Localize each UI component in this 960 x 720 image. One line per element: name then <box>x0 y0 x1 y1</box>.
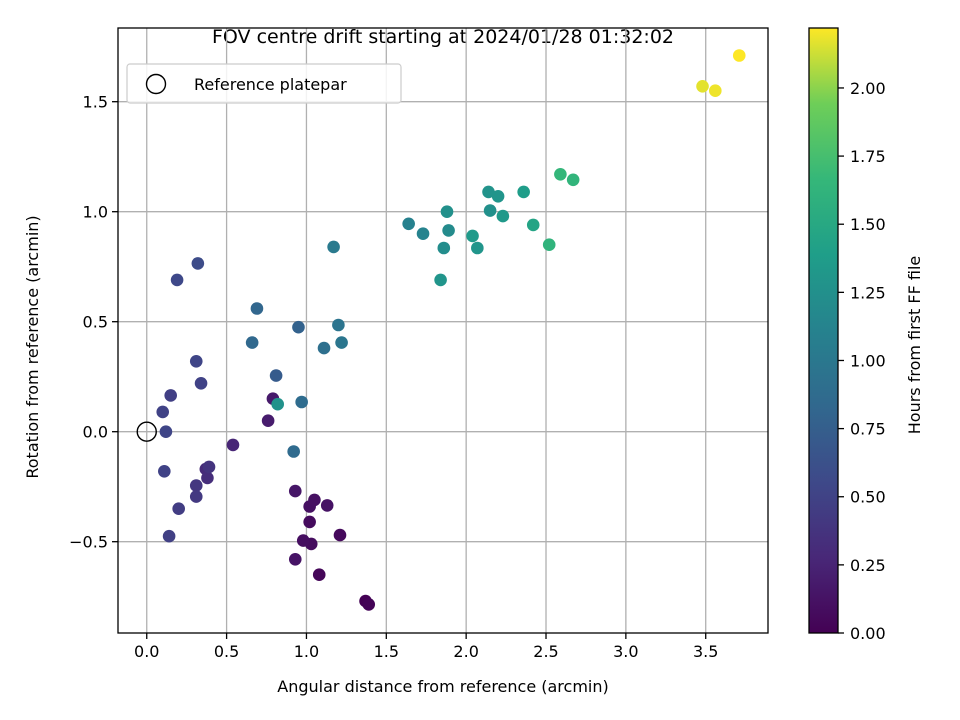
scatter-point <box>491 190 505 203</box>
scatter-point <box>332 318 345 332</box>
scatter-point <box>317 341 331 355</box>
scatter-point <box>554 168 567 181</box>
scatter-point <box>466 229 479 243</box>
scatter-point <box>442 224 455 237</box>
grid <box>118 28 768 633</box>
y-axis-label: Rotation from reference (arcmin) <box>23 215 42 478</box>
scatter-point <box>732 49 746 62</box>
y-tick-label: −0.5 <box>69 533 108 552</box>
scatter-point <box>201 471 214 485</box>
x-tick-label: 2.0 <box>453 642 478 661</box>
colorbar-tick-label: 0.50 <box>850 488 886 507</box>
scatter-point <box>156 405 170 419</box>
scatter-point <box>271 397 285 411</box>
colorbar-ticks: 0.00 0.25 0.50 0.75 1.00 1.25 1.50 1.75 2.00 <box>838 79 886 643</box>
scatter-point <box>496 209 510 223</box>
legend-box <box>126 63 402 104</box>
scatter-point <box>170 273 184 287</box>
scatter-point <box>269 369 283 382</box>
legend: Reference platepar <box>126 63 402 104</box>
scatter-point <box>226 438 240 452</box>
y-tick-label: 1.0 <box>83 203 108 222</box>
scatter-point <box>482 185 495 199</box>
colorbar-tick-label: 1.00 <box>850 351 886 370</box>
x-tick-label: 3.5 <box>693 642 718 661</box>
scatter-point <box>696 80 709 93</box>
legend-marker <box>145 73 167 95</box>
x-tick-label: 2.5 <box>533 642 558 661</box>
colorbar-tick-label: 0.25 <box>850 556 886 575</box>
scatter-point <box>327 240 340 254</box>
scatter-point <box>542 238 556 251</box>
scatter-point <box>295 395 308 409</box>
scatter-point <box>296 534 310 547</box>
scatter-point <box>362 598 376 611</box>
x-tick-label: 1.5 <box>374 642 399 661</box>
scatter-point <box>483 204 497 217</box>
y-axis-ticks: −0.5 0.0 0.5 1.0 1.5 <box>69 93 118 552</box>
colorbar-tick-label: 0.00 <box>850 624 886 643</box>
scatter-point <box>566 173 580 187</box>
scatter-point <box>288 484 302 498</box>
scatter-point <box>434 273 447 287</box>
scatter-point <box>303 515 316 529</box>
scatter-point <box>159 425 173 439</box>
scatter-point <box>437 241 451 255</box>
scatter-point <box>288 553 302 566</box>
scatter-point <box>261 414 275 428</box>
scatter-point <box>335 336 348 349</box>
scatter-point <box>287 445 300 458</box>
colorbar-tick-label: 1.75 <box>850 147 886 166</box>
colorbar-frame <box>808 27 839 634</box>
scatter-point <box>191 257 205 270</box>
scatter-point <box>471 241 484 255</box>
x-tick-label: 0.0 <box>134 642 159 661</box>
scatter-point <box>158 465 171 478</box>
x-tick-label: 1.0 <box>294 642 319 661</box>
colorbar-label: Hours from first FF file <box>905 256 924 435</box>
plot-frame <box>117 27 769 634</box>
scatter-point <box>164 389 178 402</box>
scatter-point <box>708 84 722 97</box>
scatter-point <box>162 529 176 543</box>
scatter-point <box>517 185 530 199</box>
scatter-point <box>194 377 208 390</box>
x-axis-label: Angular distance from reference (arcmin) <box>277 677 608 696</box>
scatter-point <box>526 218 540 232</box>
scatter-point <box>292 320 305 334</box>
colorbar-tick-label: 2.00 <box>850 79 886 98</box>
scatter-point <box>250 302 264 315</box>
x-tick-label: 3.0 <box>613 642 638 661</box>
scatter-point <box>333 528 347 542</box>
colorbar-tick-label: 1.25 <box>850 283 886 302</box>
y-tick-label: 0.0 <box>83 423 108 442</box>
scatter-point <box>402 217 415 231</box>
colorbar <box>809 28 838 633</box>
x-tick-label: 0.5 <box>214 642 239 661</box>
scatter-point <box>202 460 216 474</box>
scatter-point <box>416 227 430 240</box>
colorbar-tick-label: 0.75 <box>850 420 886 439</box>
scatter-point <box>440 205 454 218</box>
y-tick-label: 1.5 <box>83 93 108 112</box>
scatter-point <box>189 490 203 503</box>
reference-point-marker <box>136 421 157 442</box>
scatter-point <box>245 336 259 349</box>
scatter-point <box>308 493 321 507</box>
scatter-point <box>312 568 326 581</box>
scatter-point <box>172 502 185 515</box>
colorbar-tick-label: 1.50 <box>850 215 886 234</box>
legend-label: Reference platepar <box>194 75 347 94</box>
scatter-points <box>156 49 746 611</box>
x-axis-ticks: 0.0 0.5 1.0 1.5 2.0 2.5 3.0 3.5 <box>134 633 718 661</box>
scatter-point <box>320 499 334 512</box>
y-tick-label: 0.5 <box>83 313 108 332</box>
scatter-point <box>189 479 203 492</box>
scatter-point <box>189 355 203 368</box>
chart-title: FOV centre drift starting at 2024/01/28 … <box>212 26 674 48</box>
